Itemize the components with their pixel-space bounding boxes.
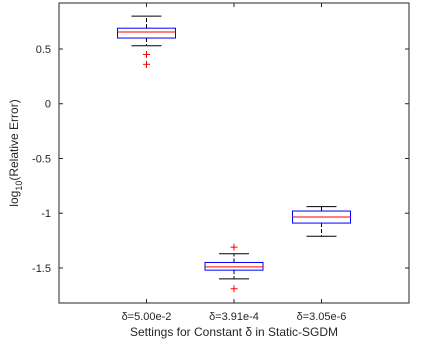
outlier-point <box>230 243 238 251</box>
y-axis-ticks: -1.5 -1 -0.5 0 0.5 <box>32 44 409 275</box>
outlier-point <box>230 285 238 293</box>
x-tick-label: δ=5.00e-2 <box>122 311 172 323</box>
y-tick-label: -1.5 <box>32 263 51 275</box>
x-tick-label: δ=3.05e-6 <box>297 311 347 323</box>
x-axis-label: Settings for Constant δ in Static-SGDM <box>130 325 338 339</box>
x-axis-ticks: δ=5.00e-2 δ=3.91e-4 δ=3.05e-6 <box>122 3 347 323</box>
iqr-box <box>204 261 264 271</box>
y-tick-label: 0.5 <box>36 44 51 56</box>
outlier-point <box>143 50 150 58</box>
axes-frame <box>58 2 410 304</box>
x-tick-label: δ=3.91e-4 <box>209 311 259 323</box>
box-group <box>204 243 264 293</box>
box-group <box>292 206 351 237</box>
iqr-box <box>117 27 176 39</box>
y-tick-label: 0 <box>45 99 51 111</box>
box-group <box>117 15 176 68</box>
outlier-point <box>143 60 150 68</box>
plot-marks <box>117 15 351 293</box>
y-tick-label: -0.5 <box>32 153 51 165</box>
y-tick-label: -1 <box>41 208 51 220</box>
y-axis-label: log10(Relative Error) <box>7 99 24 206</box>
